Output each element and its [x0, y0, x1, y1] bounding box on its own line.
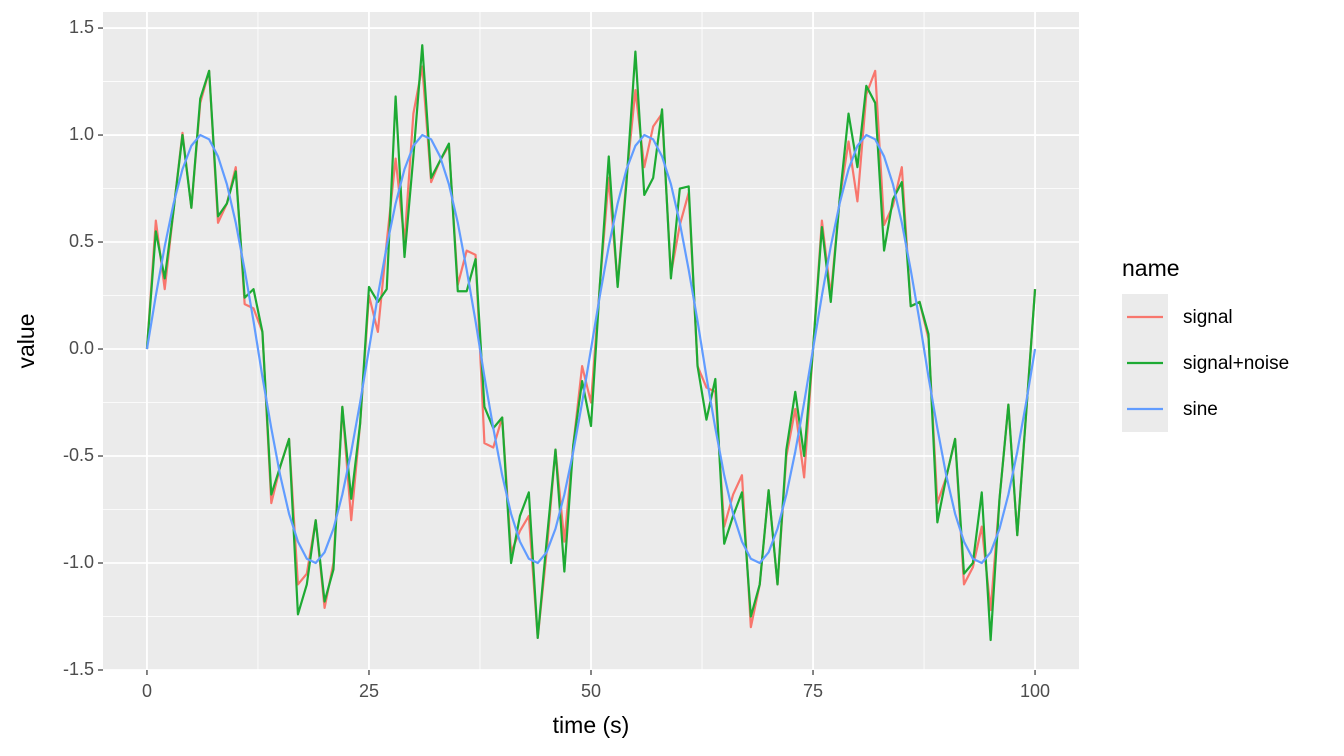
legend-label: signal+noise	[1183, 353, 1289, 374]
y-axis-title: value	[13, 314, 39, 369]
legend-label: signal	[1183, 307, 1233, 328]
legend-label: sine	[1183, 399, 1218, 420]
y-tick-label: 1.0	[69, 124, 94, 144]
x-tick-label: 100	[1020, 681, 1050, 701]
legend-title: name	[1122, 255, 1180, 281]
y-tick-label: 0.0	[69, 338, 94, 358]
y-tick-label: -1.5	[63, 659, 94, 679]
y-tick-label: -1.0	[63, 552, 94, 572]
y-tick-label: 0.5	[69, 231, 94, 251]
y-tick-label: 1.5	[69, 17, 94, 37]
x-tick-label: 0	[142, 681, 152, 701]
y-tick-label: -0.5	[63, 445, 94, 465]
series-line	[145, 44, 1037, 642]
x-axis-title: time (s)	[553, 712, 630, 738]
x-tick-label: 75	[803, 681, 823, 701]
x-tick-label: 50	[581, 681, 601, 701]
x-tick-label: 25	[359, 681, 379, 701]
series-line	[145, 133, 1037, 565]
